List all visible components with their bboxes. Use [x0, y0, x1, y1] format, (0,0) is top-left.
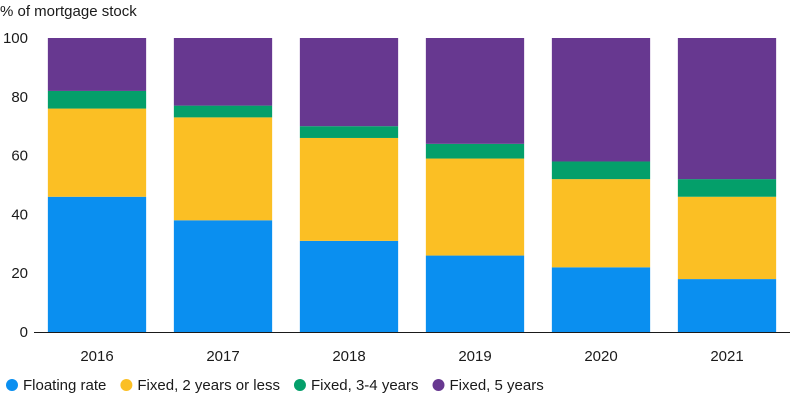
- bar-segment: [551, 267, 651, 332]
- bar-segment: [677, 38, 777, 180]
- legend-swatch: [6, 379, 18, 391]
- bar-segment: [551, 38, 651, 162]
- legend-swatch: [120, 379, 133, 391]
- y-tick-label: 80: [11, 89, 28, 106]
- x-tick-label: 2018: [332, 348, 365, 365]
- bars-group: [47, 38, 777, 332]
- legend-label: Fixed, 2 years or less: [137, 377, 280, 394]
- x-tick-label: 2019: [458, 348, 491, 365]
- bar-segment: [47, 108, 147, 197]
- bar-segment: [425, 143, 525, 159]
- legend-swatch: [432, 379, 445, 391]
- bar-segment: [425, 38, 525, 144]
- bar-segment: [677, 196, 777, 280]
- y-tick-label: 40: [11, 206, 28, 223]
- bar-segment: [299, 126, 399, 138]
- x-axis: 2016 2017 2018 2019 2020 2021: [80, 348, 743, 365]
- legend: Floating rate Fixed, 2 years or less Fixed…: [6, 377, 544, 394]
- bar-segment: [299, 137, 399, 241]
- bar-segment: [425, 158, 525, 256]
- y-axis: 0 20 40 60 80 100: [3, 30, 28, 341]
- bar-segment: [173, 117, 273, 221]
- bar-segment: [47, 38, 147, 91]
- x-tick-label: 2016: [80, 348, 113, 365]
- legend-label: Floating rate: [23, 377, 106, 394]
- bar-segment: [173, 220, 273, 332]
- legend-label: Fixed, 5 years: [450, 377, 544, 394]
- bar-segment: [47, 90, 147, 109]
- y-tick-label: 20: [11, 265, 28, 282]
- bar-segment: [425, 255, 525, 332]
- y-tick-label: 100: [3, 30, 28, 47]
- y-axis-title: % of mortgage stock: [0, 3, 137, 20]
- bar-segment: [299, 240, 399, 332]
- y-tick-label: 60: [11, 148, 28, 165]
- bar-segment: [551, 179, 651, 268]
- bar-segment: [173, 105, 273, 118]
- x-tick-label: 2021: [710, 348, 743, 365]
- bar-segment: [299, 38, 399, 127]
- bar-segment: [173, 38, 273, 106]
- legend-label: Fixed, 3-4 years: [311, 377, 419, 394]
- x-tick-label: 2017: [206, 348, 239, 365]
- bar-segment: [677, 279, 777, 332]
- legend-swatch: [293, 379, 306, 391]
- x-tick-label: 2020: [584, 348, 617, 365]
- y-tick-label: 0: [20, 324, 28, 341]
- bar-segment: [677, 179, 777, 197]
- bar-segment: [47, 196, 147, 332]
- bar-segment: [551, 161, 651, 180]
